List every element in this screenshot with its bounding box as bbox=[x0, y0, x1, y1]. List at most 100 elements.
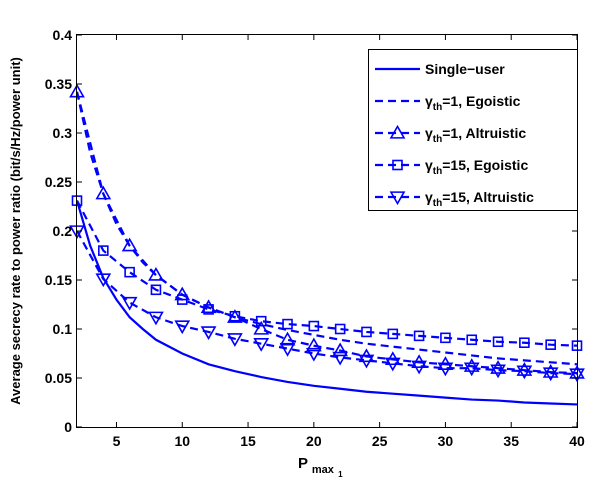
legend-entry-1: Single−user bbox=[375, 61, 505, 77]
data-point bbox=[437, 362, 454, 377]
y-tick-label: 0.05 bbox=[45, 370, 72, 386]
legend-label-sub: th bbox=[433, 166, 442, 177]
data-point bbox=[466, 334, 478, 346]
x-axis-label-sub: max bbox=[312, 464, 335, 476]
data-point bbox=[200, 326, 217, 341]
data-point bbox=[332, 351, 349, 366]
legend-entry-3: γth=1, Altruistic bbox=[375, 124, 526, 145]
y-tick-label: 0.4 bbox=[53, 27, 73, 43]
legend-label-sub: th bbox=[433, 102, 442, 113]
data-point bbox=[490, 360, 506, 374]
x-axis-label-main: P bbox=[298, 455, 308, 472]
legend-label: Single−user bbox=[425, 61, 505, 77]
data-point bbox=[124, 266, 135, 278]
data-point bbox=[282, 318, 293, 330]
legend-label: γth=15, Egoistic bbox=[425, 157, 528, 177]
data-point bbox=[95, 185, 112, 200]
data-point bbox=[121, 296, 138, 311]
data-point bbox=[413, 330, 425, 342]
y-tick-label: 0.1 bbox=[53, 321, 73, 337]
legend-marker bbox=[389, 191, 406, 206]
legend-label: γth=1, Egoistic bbox=[425, 93, 521, 113]
data-point bbox=[148, 266, 164, 281]
data-point bbox=[253, 320, 270, 335]
series-4 bbox=[71, 195, 583, 351]
data-point bbox=[545, 339, 556, 350]
series-1 bbox=[75, 200, 578, 406]
legend-label-sub: th bbox=[433, 134, 442, 145]
legend-entry-4: γth=15, Egoistic bbox=[375, 157, 528, 177]
series-line-5 bbox=[76, 230, 578, 376]
data-point bbox=[203, 304, 214, 315]
x-tick-label: 35 bbox=[503, 433, 519, 449]
data-point bbox=[98, 245, 109, 256]
data-point bbox=[227, 333, 243, 347]
legend-label-symbol: γ bbox=[425, 189, 433, 205]
data-point bbox=[148, 311, 164, 326]
data-point bbox=[490, 364, 506, 379]
data-point bbox=[542, 364, 559, 378]
data-point bbox=[253, 338, 270, 352]
x-tick-label: 40 bbox=[569, 433, 585, 449]
legend-label: γth=1, Altruistic bbox=[425, 125, 526, 145]
y-tick-label: 0.25 bbox=[45, 174, 72, 190]
legend-label-symbol: γ bbox=[425, 157, 433, 173]
data-point bbox=[334, 323, 346, 335]
data-point bbox=[121, 237, 138, 252]
legend-label-symbol: γ bbox=[425, 93, 433, 109]
series-line-3 bbox=[75, 91, 578, 375]
data-point bbox=[95, 273, 112, 288]
data-point bbox=[255, 315, 267, 327]
y-tick-label: 0.3 bbox=[53, 125, 73, 141]
x-tick-label: 5 bbox=[113, 433, 121, 449]
legend-marker bbox=[392, 159, 403, 171]
y-tick-label: 0 bbox=[64, 419, 72, 435]
data-point bbox=[279, 331, 296, 346]
data-point bbox=[305, 347, 322, 362]
y-tick-label: 0.2 bbox=[53, 223, 73, 239]
y-axis-label: Average secrecy rate to power ratio (bit… bbox=[8, 57, 23, 405]
series-5 bbox=[69, 225, 585, 383]
x-tick-label: 10 bbox=[174, 433, 190, 449]
data-point bbox=[516, 365, 533, 380]
series-line-1 bbox=[75, 200, 578, 406]
legend-label-text: =15, Egoistic bbox=[442, 157, 528, 173]
legend-entry-2: γth=1, Egoistic bbox=[375, 93, 521, 113]
legend-box bbox=[368, 49, 578, 211]
x-tick-label: 20 bbox=[306, 433, 322, 449]
legend-label-sub: th bbox=[433, 198, 442, 209]
data-point bbox=[519, 337, 530, 349]
x-tick-label: 25 bbox=[372, 433, 388, 449]
x-tick-label: 15 bbox=[240, 433, 256, 449]
plot-frame bbox=[76, 34, 578, 428]
legend-marker bbox=[389, 124, 406, 139]
y-tick-label: 0.15 bbox=[45, 272, 72, 288]
data-point bbox=[176, 294, 188, 305]
data-point bbox=[279, 342, 296, 357]
data-point bbox=[174, 320, 191, 335]
data-point bbox=[542, 367, 559, 382]
legend-label-text: =15, Altruistic bbox=[442, 189, 534, 205]
x-axis-label-subsub: 1 bbox=[338, 470, 343, 479]
y-tick-label: 0.35 bbox=[45, 76, 72, 92]
legend-entry-5: γth=15, Altruistic bbox=[375, 189, 534, 209]
data-point bbox=[229, 310, 241, 322]
legend-label-text: =1, Egoistic bbox=[442, 93, 520, 109]
data-point bbox=[440, 332, 451, 344]
data-point bbox=[358, 354, 375, 369]
data-point bbox=[332, 342, 349, 357]
legend-label-text: =1, Altruistic bbox=[442, 125, 526, 141]
data-point bbox=[200, 299, 217, 314]
data-point bbox=[463, 362, 480, 377]
x-tick-label: 30 bbox=[438, 433, 454, 449]
data-point bbox=[308, 320, 320, 332]
legend-label: γth=15, Altruistic bbox=[425, 189, 534, 209]
data-point bbox=[305, 337, 322, 352]
data-point bbox=[387, 328, 399, 340]
data-point bbox=[150, 284, 162, 296]
x-axis-label: P max 1 bbox=[298, 455, 343, 479]
data-point bbox=[492, 336, 504, 348]
